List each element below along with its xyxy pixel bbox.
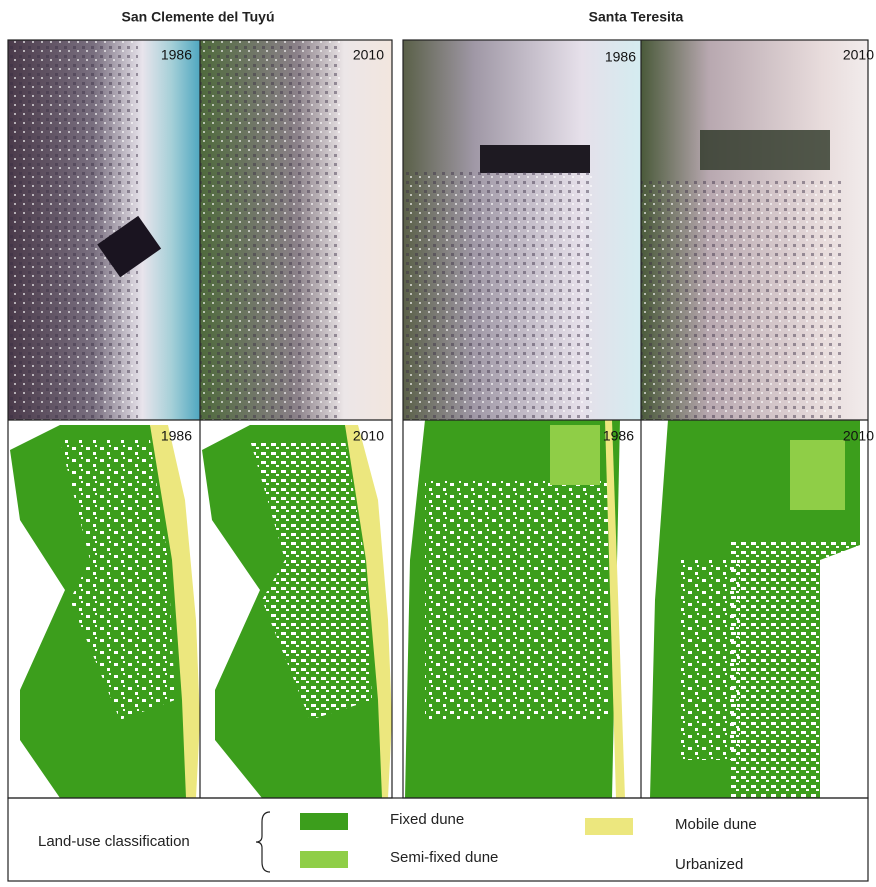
legend-label: Semi-fixed dune [390,849,498,866]
legend: Land-use classification Fixed dune Semi-f… [38,811,757,875]
urban-speckle [680,560,740,760]
urban-speckle [730,540,860,798]
site-title: San Clemente del Tuyú [122,9,275,25]
year-label: 2010 [843,47,874,63]
mobile-dune-area [605,420,625,798]
dark-patch [700,130,830,170]
legend-title: Land-use classification [38,833,190,850]
year-label: 1986 [605,49,636,65]
panel-borders [7,39,869,882]
legend-swatch [300,813,348,830]
year-label: 2010 [353,47,384,63]
dark-patch [97,215,162,278]
urban-speckle [425,480,610,720]
urban-speckle [60,440,175,720]
legend-label: Fixed dune [390,811,464,828]
mobile-dune-area [345,425,392,798]
legend-swatch [300,851,348,868]
texture [8,40,138,420]
texture [641,180,841,420]
legend-label: Urbanized [675,856,743,873]
dark-patch [480,145,590,173]
year-label: 2010 [353,428,384,444]
year-label: 2010 [843,428,874,444]
brace [255,811,271,873]
semi-fixed-dune-area [790,440,845,510]
legend-label: Mobile dune [675,816,757,833]
year-label: 1986 [161,47,192,63]
titles: San Clemente del Tuyú Santa Teresita [122,9,684,25]
texture [403,170,593,420]
legend-swatch [585,858,633,875]
year-label: 1986 [603,428,634,444]
mobile-dune-area [150,425,200,798]
year-labels: 1986 2010 1986 2010 1986 2010 1986 2010 [161,47,874,444]
legend-swatch [585,818,633,835]
satellite-images [8,40,868,420]
site-title: Santa Teresita [589,9,684,25]
classified-maps [10,420,860,798]
year-label: 1986 [161,428,192,444]
semi-fixed-dune-area [550,425,600,485]
texture [200,40,340,420]
urban-speckle [250,440,372,720]
